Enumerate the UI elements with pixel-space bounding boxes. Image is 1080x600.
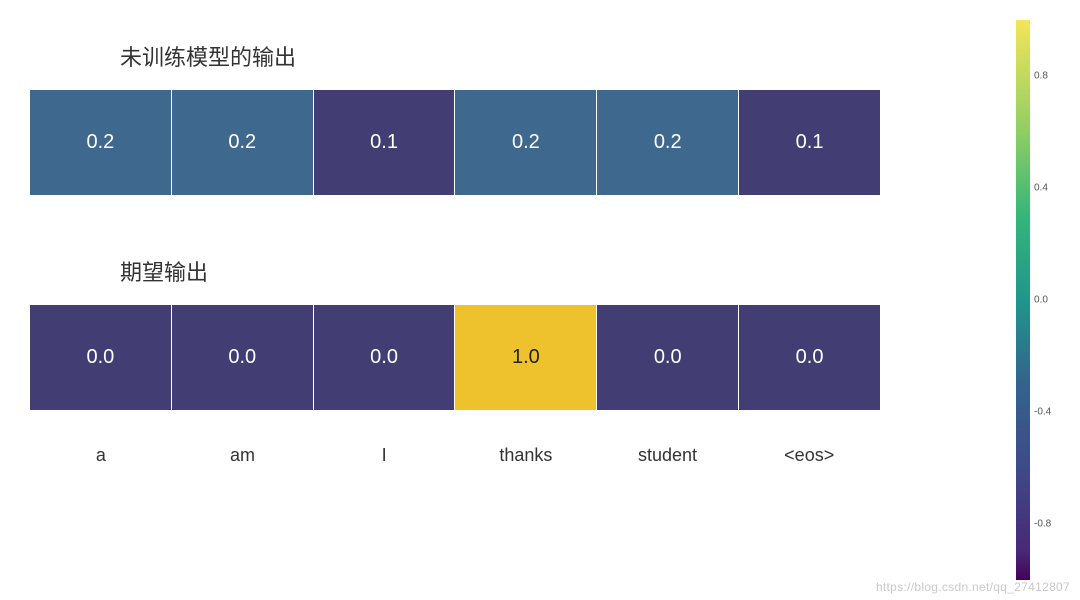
colorbar: 0.8 0.4 0.0 -0.4 -0.8 xyxy=(1010,20,1060,580)
heatmap-cell: 0.0 xyxy=(314,305,455,410)
heatmap-row-1: 0.20.20.10.20.20.1 xyxy=(30,90,880,195)
colorbar-tick: -0.8 xyxy=(1034,519,1051,530)
x-axis-label: am xyxy=(172,445,314,466)
watermark-text: https://blog.csdn.net/qq_27412807 xyxy=(876,580,1070,594)
x-axis-label: student xyxy=(597,445,739,466)
heatmap-cell: 0.0 xyxy=(739,305,880,410)
colorbar-ticks: 0.8 0.4 0.0 -0.4 -0.8 xyxy=(1034,20,1058,580)
x-axis-labels: aamIthanksstudent<eos> xyxy=(30,445,880,466)
x-axis-label: a xyxy=(30,445,172,466)
heatmap-cell: 0.2 xyxy=(597,90,738,195)
colorbar-gradient xyxy=(1016,20,1030,580)
colorbar-tick: -0.4 xyxy=(1034,407,1051,418)
heatmap-cell: 0.0 xyxy=(30,305,171,410)
row2-title: 期望输出 xyxy=(120,255,930,287)
x-axis-label: I xyxy=(313,445,455,466)
heatmap-cell: 0.0 xyxy=(172,305,313,410)
colorbar-tick: 0.4 xyxy=(1034,183,1048,194)
heatmap-cell: 0.1 xyxy=(739,90,880,195)
heatmap-row-2: 0.00.00.01.00.00.0 xyxy=(30,305,880,410)
colorbar-tick: 0.0 xyxy=(1034,295,1048,306)
heatmap-cell: 0.2 xyxy=(455,90,596,195)
heatmap-cell: 1.0 xyxy=(455,305,596,410)
heatmap-cell: 0.1 xyxy=(314,90,455,195)
x-axis-label: thanks xyxy=(455,445,597,466)
heatmap-main: 未训练模型的输出 0.20.20.10.20.20.1 期望输出 0.00.00… xyxy=(30,0,930,600)
colorbar-tick: 0.8 xyxy=(1034,71,1048,82)
row1-title: 未训练模型的输出 xyxy=(120,40,930,72)
heatmap-cell: 0.0 xyxy=(597,305,738,410)
heatmap-cell: 0.2 xyxy=(30,90,171,195)
heatmap-cell: 0.2 xyxy=(172,90,313,195)
x-axis-label: <eos> xyxy=(738,445,880,466)
